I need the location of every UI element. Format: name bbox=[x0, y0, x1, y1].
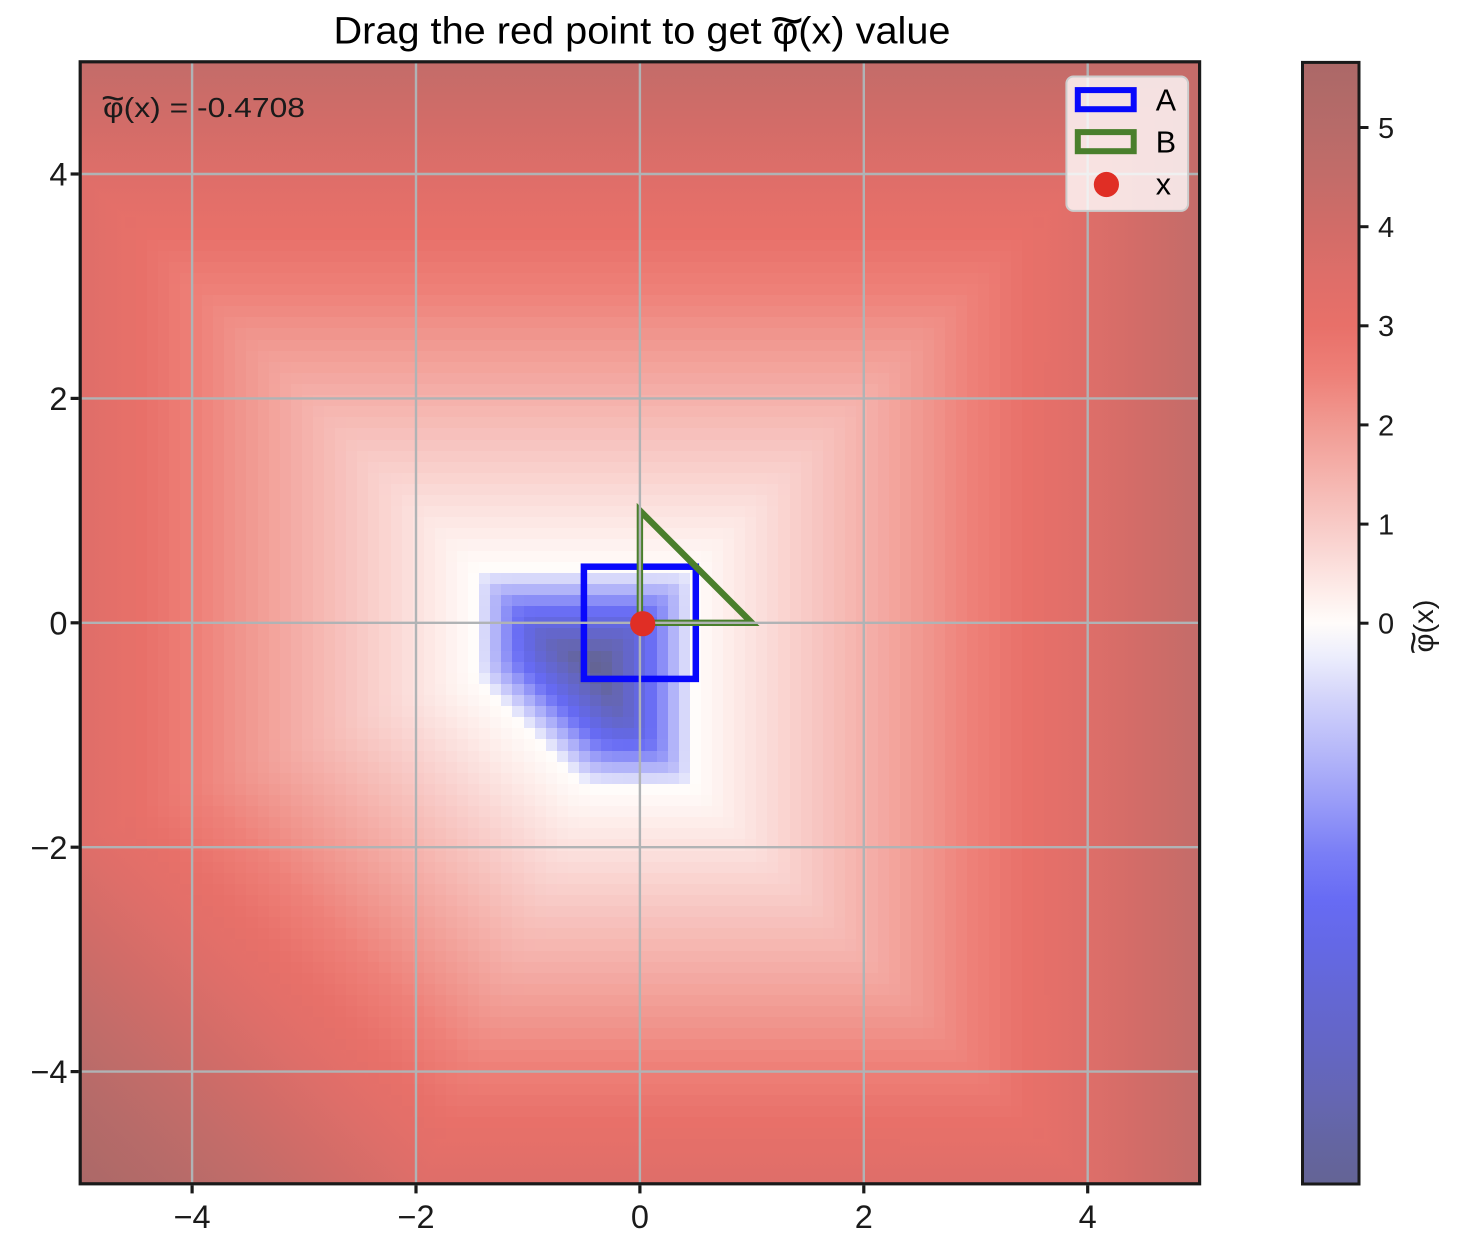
svg-text:1: 1 bbox=[1378, 510, 1394, 542]
svg-text:2: 2 bbox=[49, 381, 67, 417]
svg-text:~: ~ bbox=[101, 78, 125, 119]
svg-text:0: 0 bbox=[49, 605, 67, 641]
svg-text:3: 3 bbox=[1378, 311, 1394, 343]
svg-text:A: A bbox=[1156, 83, 1177, 117]
svg-text:~: ~ bbox=[770, 0, 804, 49]
svg-text:−2: −2 bbox=[397, 1199, 434, 1235]
svg-text:φ(x): φ(x) bbox=[1408, 600, 1439, 653]
svg-text:−2: −2 bbox=[30, 830, 67, 866]
svg-text:x: x bbox=[1156, 167, 1171, 201]
svg-text:~: ~ bbox=[1394, 631, 1435, 655]
svg-text:5: 5 bbox=[1378, 113, 1394, 145]
svg-text:2: 2 bbox=[1378, 410, 1394, 442]
svg-text:4: 4 bbox=[1378, 212, 1394, 244]
svg-text:−4: −4 bbox=[174, 1199, 211, 1235]
svg-text:4: 4 bbox=[49, 157, 67, 193]
svg-text:φ(x) = -0.4708: φ(x) = -0.4708 bbox=[103, 92, 305, 123]
svg-text:2: 2 bbox=[855, 1199, 873, 1235]
svg-text:B: B bbox=[1156, 125, 1176, 159]
svg-text:4: 4 bbox=[1079, 1199, 1097, 1235]
svg-text:0: 0 bbox=[631, 1199, 649, 1235]
svg-text:Drag the red point to get φ(x): Drag the red point to get φ(x) value bbox=[334, 11, 951, 53]
svg-text:−4: −4 bbox=[30, 1054, 67, 1090]
svg-text:0: 0 bbox=[1378, 609, 1394, 641]
